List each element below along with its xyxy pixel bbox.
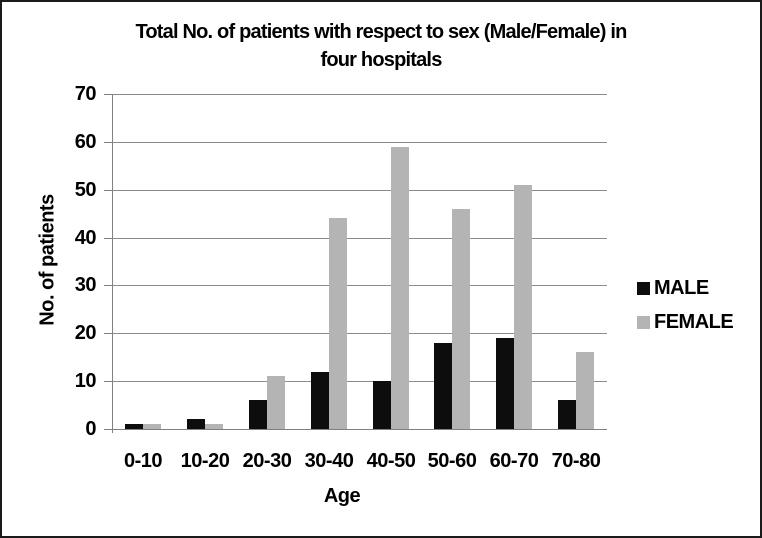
bar-female-10-20	[205, 424, 223, 429]
y-tick-label: 60	[74, 131, 97, 153]
legend-item-male: MALE	[637, 277, 733, 299]
x-tick-label: 0-10	[123, 450, 163, 472]
gridline	[112, 381, 607, 382]
gridline	[112, 94, 607, 95]
y-axis-title: No. of patients	[36, 194, 59, 326]
bar-female-60-70	[514, 185, 532, 429]
x-axis-title: Age	[323, 485, 361, 507]
chart-title-line1: Total No. of patients with respect to se…	[135, 21, 627, 43]
y-tick-label: 30	[74, 274, 97, 296]
bar-male-60-70	[496, 338, 514, 429]
legend-label-female: FEMALE	[654, 310, 734, 333]
y-tick-label: 20	[74, 322, 97, 344]
gridline	[112, 238, 607, 239]
gridline	[112, 285, 607, 286]
legend-label-male: MALE	[654, 276, 709, 299]
chart-title-line2: four hospitals	[320, 49, 442, 71]
x-tick-label: 60-70	[489, 450, 539, 472]
bar-male-30-40	[311, 372, 329, 429]
bar-male-0-10	[125, 424, 143, 429]
y-tick-mark	[104, 333, 112, 334]
x-axis-line	[112, 429, 607, 430]
male-series-swatch	[637, 281, 650, 295]
chart-title: Total No. of patients with respect to se…	[91, 18, 671, 74]
bar-female-20-30	[267, 376, 285, 429]
y-tick-mark	[104, 94, 112, 95]
bar-male-40-50	[373, 381, 391, 429]
gridline	[112, 190, 607, 191]
x-tick-label: 40-50	[366, 450, 416, 472]
x-tick-label: 70-80	[551, 450, 601, 472]
y-tick-label: 40	[74, 227, 97, 249]
x-tick-label: 10-20	[180, 450, 230, 472]
y-tick-mark	[104, 381, 112, 382]
gridline	[112, 142, 607, 143]
x-tick-label: 20-30	[242, 450, 292, 472]
y-tick-mark	[104, 429, 112, 430]
bar-male-10-20	[187, 419, 205, 429]
y-tick-label: 10	[74, 370, 97, 392]
bar-female-70-80	[576, 352, 594, 429]
x-tick-label: 30-40	[304, 450, 354, 472]
x-tick-label: 50-60	[427, 450, 477, 472]
y-tick-mark	[104, 142, 112, 143]
bar-female-40-50	[391, 147, 409, 429]
y-axis-line	[112, 94, 113, 433]
bar-female-0-10	[143, 424, 161, 429]
female-series-swatch	[637, 315, 650, 329]
y-tick-mark	[104, 190, 112, 191]
y-tick-label: 50	[74, 179, 97, 201]
legend-item-female: FEMALE	[637, 310, 734, 333]
y-tick-label: 70	[74, 83, 97, 105]
y-tick-mark	[104, 285, 112, 286]
bar-male-70-80	[558, 400, 576, 429]
y-tick-mark	[104, 238, 112, 239]
y-tick-label: 0	[85, 418, 96, 440]
bar-male-50-60	[434, 343, 452, 429]
legend: MALE FEMALE	[637, 277, 734, 345]
bar-male-20-30	[249, 400, 267, 429]
bar-female-30-40	[329, 218, 347, 429]
gridline	[112, 333, 607, 334]
bar-female-50-60	[452, 209, 470, 429]
